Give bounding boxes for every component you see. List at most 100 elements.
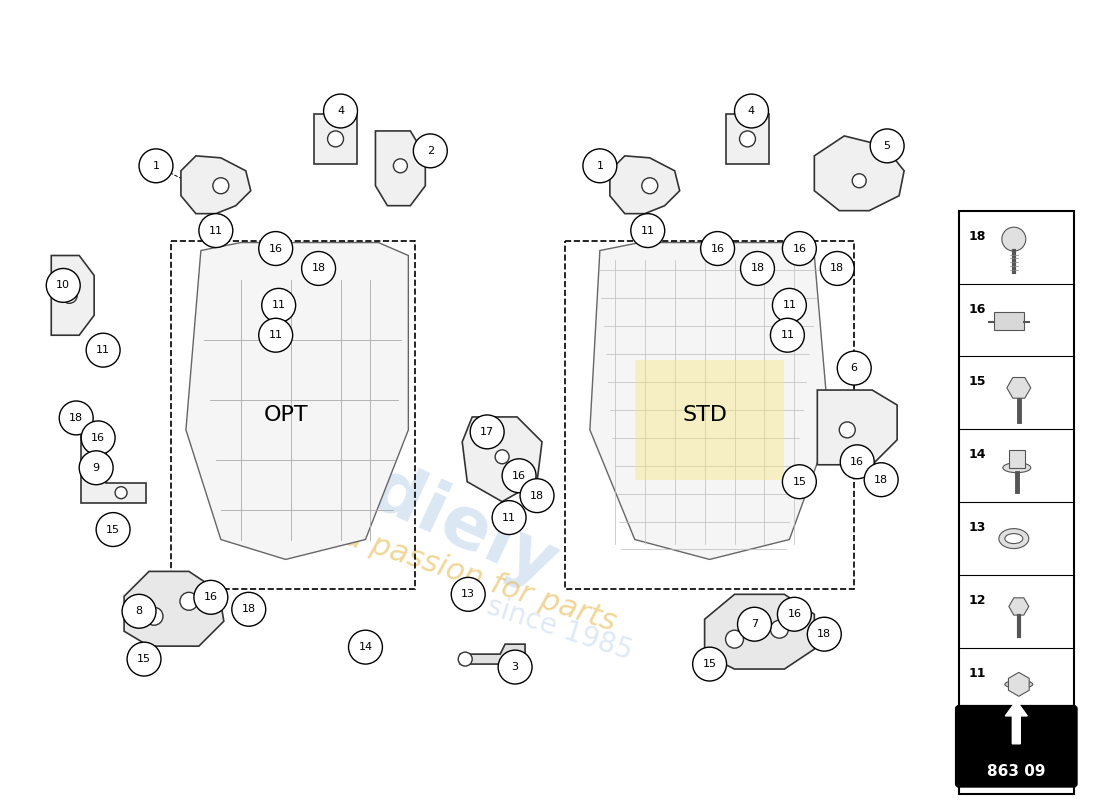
Text: 16: 16 xyxy=(711,243,725,254)
Circle shape xyxy=(740,251,774,286)
Text: 16: 16 xyxy=(792,243,806,254)
Circle shape xyxy=(459,652,472,666)
Text: 16: 16 xyxy=(204,592,218,602)
Text: 18: 18 xyxy=(830,263,845,274)
Circle shape xyxy=(641,178,658,194)
Polygon shape xyxy=(817,390,898,465)
Text: 5: 5 xyxy=(883,141,891,151)
Circle shape xyxy=(232,592,266,626)
Circle shape xyxy=(821,251,855,286)
Circle shape xyxy=(852,174,866,188)
Polygon shape xyxy=(460,644,525,664)
Circle shape xyxy=(328,131,343,147)
Polygon shape xyxy=(124,571,223,646)
Text: 15: 15 xyxy=(969,375,987,389)
Text: 16: 16 xyxy=(788,610,802,619)
Text: 8: 8 xyxy=(135,606,143,616)
Text: 18: 18 xyxy=(969,230,987,242)
Circle shape xyxy=(1002,227,1026,251)
Text: 16: 16 xyxy=(91,433,106,443)
Text: 18: 18 xyxy=(311,263,326,274)
Circle shape xyxy=(86,334,120,367)
Text: 11: 11 xyxy=(780,330,794,340)
Circle shape xyxy=(865,462,898,497)
Text: 15: 15 xyxy=(138,654,151,664)
Polygon shape xyxy=(180,156,251,214)
Text: 11: 11 xyxy=(96,345,110,355)
Circle shape xyxy=(128,642,161,676)
Circle shape xyxy=(180,592,198,610)
Text: STD: STD xyxy=(682,405,727,425)
Text: 4: 4 xyxy=(748,106,755,116)
Circle shape xyxy=(59,401,94,435)
Text: 15: 15 xyxy=(106,525,120,534)
Polygon shape xyxy=(814,136,904,210)
Circle shape xyxy=(778,598,812,631)
Text: 12: 12 xyxy=(969,594,987,607)
Circle shape xyxy=(122,594,156,628)
Ellipse shape xyxy=(999,529,1028,549)
Ellipse shape xyxy=(1004,680,1033,688)
Circle shape xyxy=(145,607,163,626)
Circle shape xyxy=(839,422,855,438)
Text: 863 09: 863 09 xyxy=(987,764,1046,779)
Text: 15: 15 xyxy=(703,659,716,669)
Polygon shape xyxy=(590,242,829,559)
Text: 18: 18 xyxy=(242,604,256,614)
Bar xyxy=(994,312,1024,330)
Circle shape xyxy=(520,478,554,513)
Text: 11: 11 xyxy=(641,226,654,235)
Text: 4: 4 xyxy=(337,106,344,116)
Circle shape xyxy=(79,451,113,485)
Text: autodiely: autodiely xyxy=(192,378,568,602)
Ellipse shape xyxy=(1004,534,1023,543)
Circle shape xyxy=(770,620,789,638)
Text: 11: 11 xyxy=(502,513,516,522)
Circle shape xyxy=(583,149,617,182)
Text: 11: 11 xyxy=(268,330,283,340)
Polygon shape xyxy=(52,255,95,335)
Text: since 1985: since 1985 xyxy=(484,593,637,666)
Text: 7: 7 xyxy=(751,619,758,630)
Ellipse shape xyxy=(1000,750,1037,764)
Circle shape xyxy=(414,134,448,168)
Circle shape xyxy=(81,421,116,455)
Circle shape xyxy=(116,486,128,498)
Text: 6: 6 xyxy=(850,363,858,373)
Bar xyxy=(635,360,784,480)
Polygon shape xyxy=(1009,598,1028,615)
Circle shape xyxy=(693,647,727,681)
Text: 18: 18 xyxy=(750,263,764,274)
Text: 4: 4 xyxy=(969,740,978,753)
Circle shape xyxy=(301,251,336,286)
Text: 14: 14 xyxy=(359,642,373,652)
Circle shape xyxy=(470,415,504,449)
Circle shape xyxy=(701,231,735,266)
Text: 16: 16 xyxy=(268,243,283,254)
Circle shape xyxy=(502,458,536,493)
Polygon shape xyxy=(314,114,358,164)
Text: 11: 11 xyxy=(209,226,223,235)
Text: 3: 3 xyxy=(512,662,518,672)
Text: 18: 18 xyxy=(69,413,84,423)
Text: 13: 13 xyxy=(969,521,987,534)
Circle shape xyxy=(770,318,804,352)
Circle shape xyxy=(837,351,871,385)
Text: 16: 16 xyxy=(850,457,865,466)
Bar xyxy=(565,241,855,590)
Text: 11: 11 xyxy=(969,667,987,680)
Circle shape xyxy=(782,231,816,266)
Text: 13: 13 xyxy=(461,590,475,599)
Circle shape xyxy=(840,445,874,478)
Polygon shape xyxy=(1006,378,1031,398)
Circle shape xyxy=(492,501,526,534)
Text: 18: 18 xyxy=(530,490,544,501)
Circle shape xyxy=(726,630,744,648)
Circle shape xyxy=(807,618,842,651)
FancyArrow shape xyxy=(1005,701,1027,744)
Circle shape xyxy=(630,214,664,247)
Ellipse shape xyxy=(1010,754,1027,760)
Circle shape xyxy=(213,178,229,194)
Circle shape xyxy=(451,578,485,611)
Circle shape xyxy=(737,607,771,641)
